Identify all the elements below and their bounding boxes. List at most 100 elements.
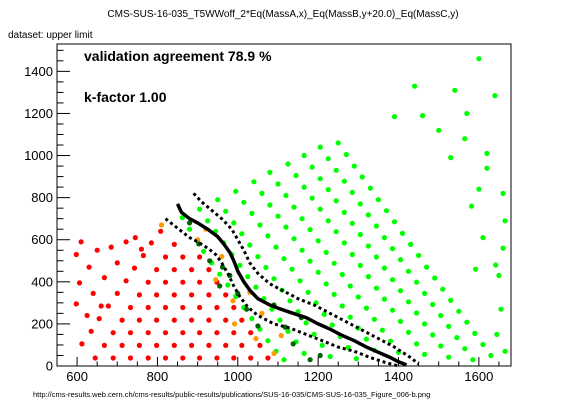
point-s0-10: [92, 355, 98, 361]
point-s1-80: [307, 227, 313, 233]
point-s1-130: [325, 156, 331, 162]
point-s3-8: [255, 323, 261, 329]
point-s0-29: [127, 355, 134, 361]
x-tick-label-2: 1000: [223, 369, 252, 384]
point-s1-129: [317, 144, 323, 150]
point-s0-21: [119, 342, 125, 348]
point-s1-137: [381, 235, 387, 241]
point-s1-138: [389, 246, 396, 252]
point-s0-44: [197, 279, 203, 285]
point-s1-107: [405, 329, 412, 335]
point-s1-75: [267, 169, 273, 175]
point-s1-176: [500, 190, 506, 196]
point-s0-59: [197, 355, 203, 361]
point-s0-38: [145, 355, 151, 361]
point-s1-52: [305, 289, 311, 295]
point-s1-110: [301, 152, 307, 159]
point-s1-40: [311, 331, 317, 337]
point-s0-12: [110, 330, 116, 336]
point-s1-59: [251, 179, 257, 185]
point-s1-21: [253, 284, 259, 290]
annotation-kfactor: k-factor 1.00: [84, 89, 167, 105]
point-s1-34: [263, 264, 269, 271]
point-s1-100: [349, 251, 355, 258]
point-s3-11: [290, 341, 296, 347]
point-s1-115: [341, 209, 347, 215]
point-s1-112: [317, 176, 323, 182]
point-s1-185: [476, 186, 482, 192]
point-s0-15: [136, 292, 142, 298]
point-s0-35: [180, 279, 186, 285]
point-s1-33: [255, 254, 261, 260]
point-s1-68: [323, 281, 329, 287]
point-s1-104: [381, 296, 387, 302]
point-s3-7: [244, 306, 250, 312]
point-s0-73: [265, 355, 271, 361]
point-s0-57: [214, 304, 220, 311]
point-s1-93: [293, 172, 299, 179]
point-s1-156: [391, 219, 398, 225]
point-s1-165: [464, 319, 470, 325]
point-s1-60: [259, 190, 265, 196]
point-s1-84: [339, 271, 345, 278]
point-s0-7: [140, 252, 146, 259]
point-s2-2: [213, 277, 219, 283]
point-s1-65: [299, 247, 305, 253]
y-tick-label-7: 1400: [24, 64, 53, 79]
point-s1-43: [233, 188, 239, 194]
point-s1-161: [432, 275, 438, 281]
point-s0-71: [248, 355, 254, 361]
point-s1-90: [387, 338, 394, 344]
point-s1-124: [414, 310, 420, 316]
point-s1-95: [309, 195, 315, 201]
point-s2-9: [259, 310, 265, 316]
point-s1-98: [333, 229, 339, 235]
point-s0-81: [94, 247, 100, 253]
point-s0-27: [171, 267, 177, 273]
point-s1-123: [405, 299, 412, 305]
point-s1-71: [347, 314, 353, 320]
point-s1-48: [273, 244, 279, 250]
point-s0-26: [162, 279, 169, 285]
point-s1-133: [349, 189, 355, 195]
point-s0-87: [132, 235, 138, 241]
point-s1-180: [498, 306, 504, 312]
point-s0-79: [86, 264, 92, 270]
y-tick-label-5: 1000: [24, 148, 53, 163]
point-s0-2: [96, 316, 102, 322]
x-tick-label-3: 1200: [304, 369, 333, 384]
point-s1-85: [347, 283, 353, 289]
point-s1-3: [201, 248, 207, 254]
point-s1-182: [502, 348, 508, 354]
point-s1-175: [484, 150, 490, 156]
point-s1-166: [472, 330, 478, 336]
point-s0-6: [131, 265, 138, 271]
point-s1-159: [416, 252, 422, 259]
point-s1-142: [422, 290, 428, 296]
point-s0-1: [88, 328, 94, 334]
point-s1-152: [359, 174, 365, 180]
point-s1-79: [299, 216, 305, 222]
point-s0-63: [231, 304, 237, 311]
point-s1-13: [281, 357, 287, 363]
point-s1-70: [339, 303, 345, 309]
point-s1-160: [424, 264, 430, 270]
contour-solid-0: [175, 203, 408, 367]
point-s1-14: [197, 206, 203, 212]
point-s1-96: [317, 206, 323, 212]
point-s1-117: [357, 231, 363, 238]
point-s1-168: [488, 352, 494, 359]
point-s1-148: [470, 357, 476, 363]
point-s3-0: [187, 220, 193, 226]
point-s1-119: [373, 254, 379, 260]
point-s1-189: [464, 110, 470, 117]
x-tick-label-5: 1600: [464, 369, 493, 384]
point-s0-22: [127, 330, 134, 336]
point-s1-164: [456, 308, 462, 314]
point-s2-3: [219, 254, 225, 260]
point-s0-50: [197, 304, 203, 311]
point-s1-19: [237, 262, 243, 268]
point-s1-144: [438, 312, 444, 319]
point-s1-31: [239, 231, 245, 237]
